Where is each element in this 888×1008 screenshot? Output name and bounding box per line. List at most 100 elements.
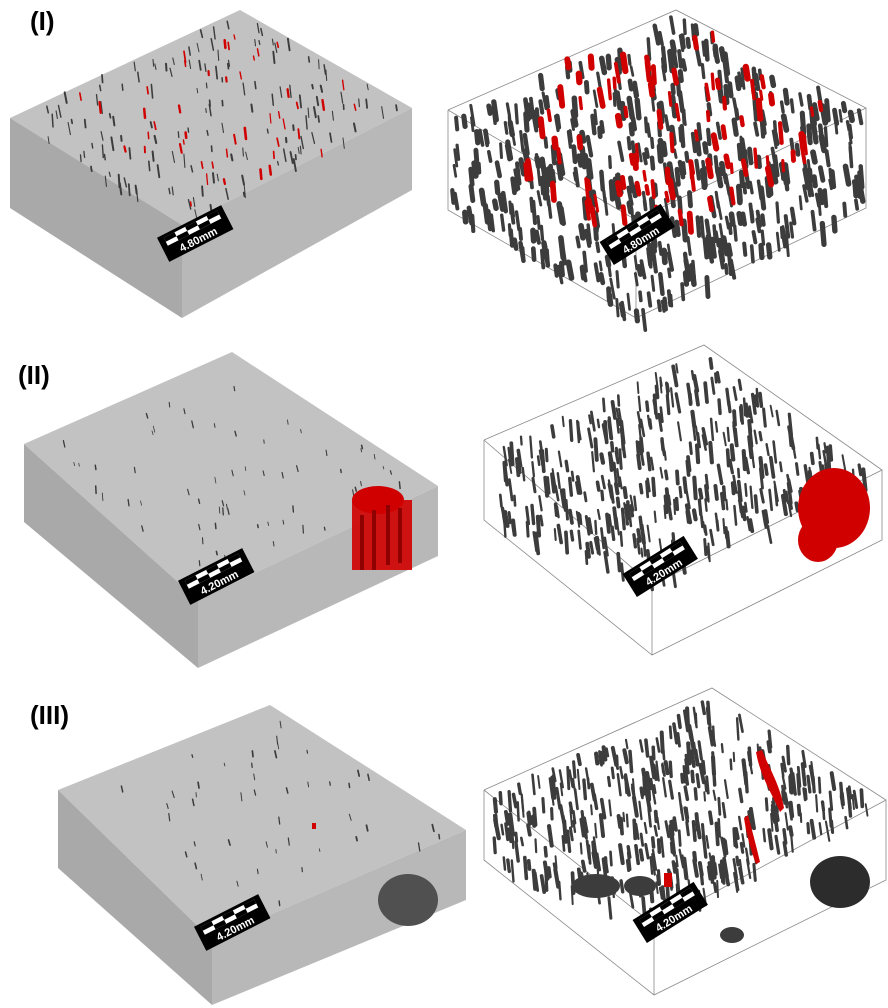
pore-streak bbox=[500, 213, 506, 232]
pore-streak bbox=[497, 192, 505, 212]
pore-streak bbox=[278, 900, 281, 907]
pore-streak bbox=[340, 91, 344, 104]
pore-streak bbox=[700, 700, 706, 716]
pore-streak bbox=[670, 819, 676, 831]
pore-streak bbox=[529, 435, 534, 459]
pore-streak bbox=[806, 159, 812, 176]
pore-streak bbox=[638, 848, 645, 862]
pore-streak bbox=[660, 56, 668, 74]
pore-streak bbox=[706, 102, 713, 117]
pore-streak bbox=[199, 29, 204, 39]
pore-streak bbox=[680, 772, 685, 784]
pore-streak bbox=[276, 41, 280, 49]
pore-streak bbox=[749, 244, 755, 264]
pore-streak bbox=[668, 779, 675, 800]
pore-streak bbox=[703, 38, 710, 62]
pore-streak bbox=[806, 774, 812, 794]
pore-streak bbox=[579, 264, 587, 281]
pore-streak bbox=[204, 63, 207, 72]
pore-streak bbox=[784, 812, 789, 831]
pore-streak bbox=[799, 110, 807, 135]
pore-streak bbox=[571, 95, 579, 119]
pore-streak bbox=[575, 70, 583, 86]
pore-streak bbox=[649, 856, 654, 875]
pore-streak bbox=[744, 456, 751, 475]
pore-streak bbox=[705, 109, 711, 123]
pore-streak bbox=[851, 179, 859, 193]
pore-streak bbox=[631, 184, 638, 199]
pore-streak bbox=[51, 113, 54, 128]
pore-streak bbox=[625, 813, 629, 828]
pore-streak bbox=[736, 479, 743, 503]
pore-streak bbox=[618, 476, 623, 490]
pore-streak bbox=[262, 470, 265, 477]
pore-streak bbox=[585, 178, 592, 191]
pore-streak bbox=[694, 812, 700, 832]
pore-streak bbox=[749, 209, 755, 223]
pore-streak bbox=[296, 465, 299, 473]
pore-streak bbox=[531, 814, 537, 828]
pore-streak bbox=[674, 862, 680, 882]
pore-streak bbox=[766, 524, 773, 544]
pore-streak bbox=[653, 809, 659, 824]
pore-streak bbox=[189, 201, 192, 207]
pore-streak bbox=[272, 150, 275, 160]
pore-streak bbox=[198, 523, 201, 531]
pore-streak bbox=[177, 131, 180, 139]
pore-streak bbox=[739, 188, 743, 203]
pore-streak bbox=[325, 69, 328, 81]
pore-streak bbox=[242, 191, 246, 198]
pore-streak bbox=[615, 298, 620, 318]
pore-streak bbox=[561, 415, 565, 428]
pore-streak bbox=[742, 241, 748, 257]
pore-streak bbox=[800, 762, 807, 787]
pore-streak bbox=[845, 119, 851, 132]
pore-streak bbox=[636, 381, 640, 394]
pore-streak bbox=[727, 81, 734, 99]
pore-streak bbox=[610, 766, 615, 780]
pore-streak bbox=[746, 515, 752, 532]
pore-streak bbox=[137, 71, 140, 83]
pore-streak bbox=[595, 852, 602, 872]
pore-streak bbox=[773, 813, 779, 833]
pore-streak bbox=[225, 148, 229, 158]
pore-streak bbox=[196, 87, 199, 94]
solid-block-2 bbox=[24, 352, 438, 668]
pore-streak bbox=[494, 179, 501, 196]
pore-streak bbox=[512, 237, 519, 251]
pore-streak bbox=[558, 880, 562, 901]
pore-streak bbox=[764, 165, 775, 188]
pore-streak bbox=[503, 510, 510, 528]
pore-streak bbox=[638, 290, 643, 303]
pore-streak bbox=[258, 39, 261, 46]
pore-streak bbox=[187, 488, 190, 496]
pore-streak bbox=[318, 848, 321, 852]
pore-streak bbox=[722, 95, 728, 111]
pore-streak bbox=[722, 517, 726, 535]
pore-streak bbox=[297, 128, 301, 140]
pore-streak bbox=[732, 386, 738, 401]
pore-streak bbox=[516, 801, 520, 822]
pore-streak bbox=[292, 124, 295, 132]
pore-streak bbox=[491, 104, 497, 126]
pore-streak bbox=[809, 106, 815, 118]
pore-streak bbox=[571, 777, 576, 789]
pore-streak bbox=[519, 435, 523, 446]
pore-streak bbox=[706, 865, 713, 881]
pore-streak bbox=[151, 150, 155, 162]
pore-streak bbox=[729, 186, 736, 206]
pore-streak bbox=[690, 175, 696, 192]
inclusion-2 bbox=[352, 486, 412, 570]
pore-streak bbox=[192, 196, 196, 208]
pore-cluster-1 bbox=[46, 20, 398, 219]
pore-streak bbox=[110, 136, 115, 152]
pore-streak bbox=[395, 104, 398, 112]
pore-streak bbox=[517, 782, 522, 796]
pore-streak bbox=[634, 97, 642, 121]
pore-streak bbox=[505, 102, 512, 118]
pore-streak bbox=[492, 198, 499, 212]
pore-streak bbox=[785, 490, 789, 505]
pore-streak bbox=[586, 223, 592, 245]
pore-streak bbox=[285, 787, 289, 794]
pore-streak bbox=[184, 131, 188, 140]
